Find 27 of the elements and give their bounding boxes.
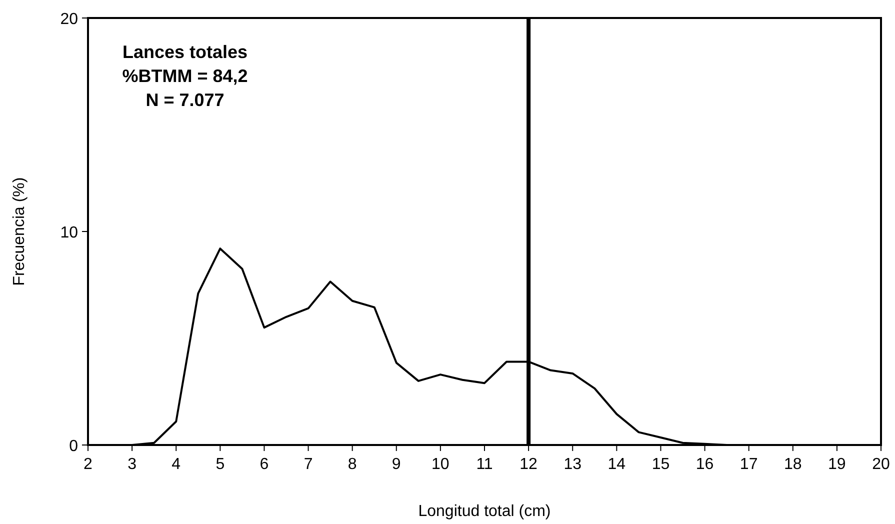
x-tick-label: 13 [564, 456, 582, 473]
x-tick-label: 9 [392, 456, 401, 473]
x-tick-label: 10 [432, 456, 450, 473]
x-tick-label: 4 [172, 456, 181, 473]
x-tick-label: 2 [84, 456, 93, 473]
y-axis-title: Frecuencia (%) [11, 177, 28, 286]
x-tick-label: 18 [784, 456, 802, 473]
x-tick-label: 5 [216, 456, 225, 473]
x-tick-label: 15 [652, 456, 670, 473]
x-tick-label: 3 [128, 456, 137, 473]
x-tick-label: 7 [304, 456, 313, 473]
x-tick-label: 20 [872, 456, 890, 473]
y-tick-label: 10 [60, 224, 78, 242]
x-tick-label: 17 [740, 456, 758, 473]
x-tick-label: 14 [608, 456, 626, 473]
x-tick-label: 6 [260, 456, 269, 473]
annotation: N = 7.077 [146, 90, 224, 110]
y-tick-label: 0 [69, 438, 78, 455]
x-tick-label: 8 [348, 456, 357, 473]
y-tick-label: 20 [60, 11, 78, 28]
x-axis-title: Longitud total (cm) [418, 503, 551, 520]
x-tick-label: 12 [520, 456, 538, 473]
x-tick-label: 11 [476, 456, 493, 473]
annotation: Lances totales [122, 42, 248, 62]
x-tick-label: 19 [828, 456, 846, 473]
annotation: %BTMM = 84,2 [122, 66, 248, 86]
x-tick-label: 16 [696, 456, 714, 473]
